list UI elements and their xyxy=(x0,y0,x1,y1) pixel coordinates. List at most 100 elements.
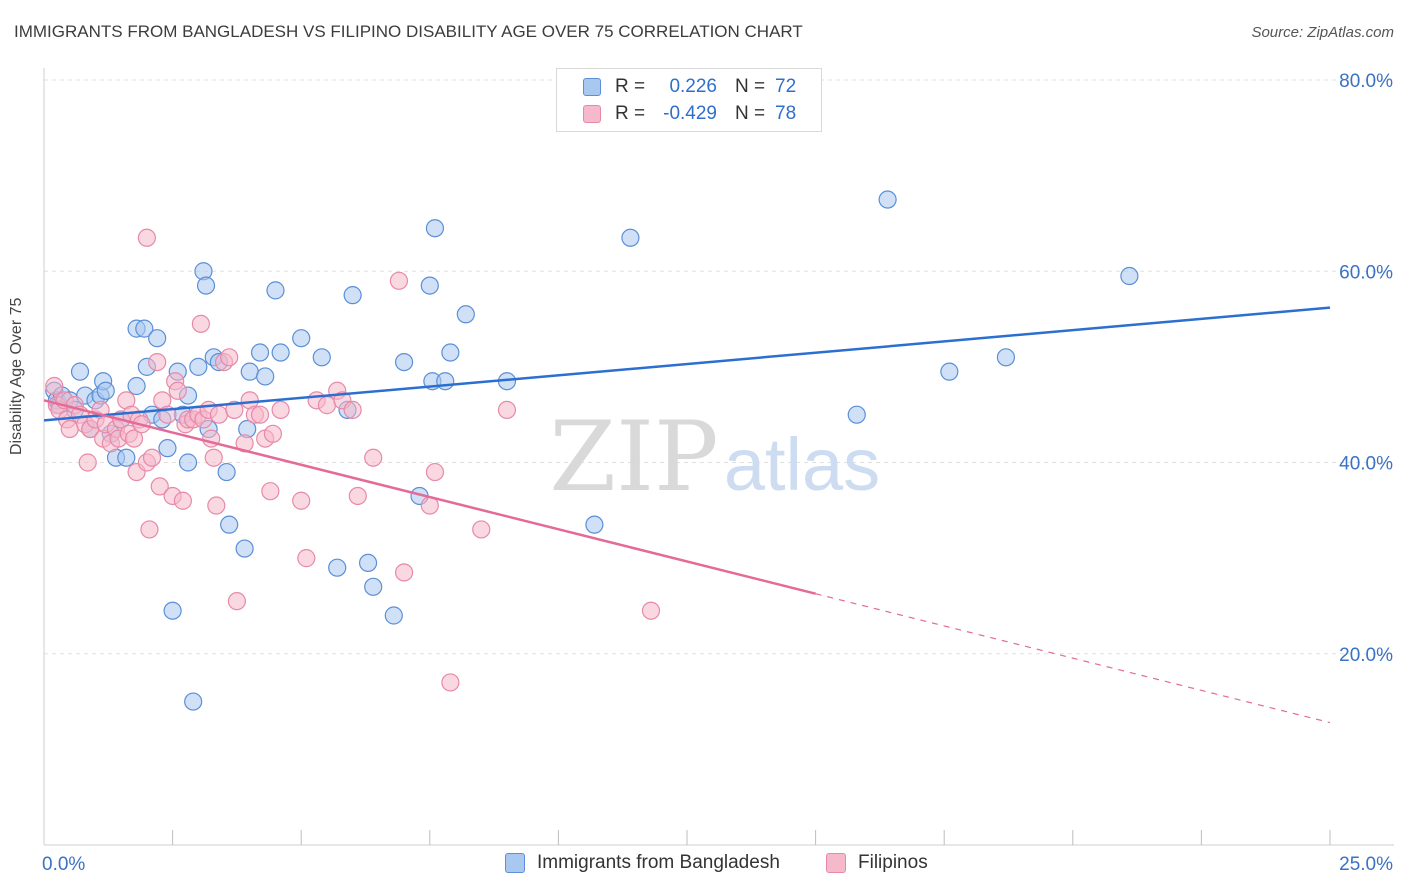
data-point xyxy=(343,286,362,305)
legend-swatch-filipinos xyxy=(583,105,601,123)
data-point xyxy=(996,348,1016,367)
legend-r-value: 0.226 xyxy=(669,76,717,97)
data-point xyxy=(235,539,254,558)
y-tick-label: 80.0% xyxy=(1339,71,1393,92)
trend-line-extrapolated xyxy=(815,593,1331,724)
legend-item-bangladesh[interactable]: Immigrants from Bangladesh xyxy=(505,852,780,874)
data-point xyxy=(343,400,362,420)
data-point xyxy=(940,362,959,381)
data-point xyxy=(425,219,445,238)
data-point xyxy=(271,343,290,362)
data-point xyxy=(641,601,661,620)
data-point xyxy=(250,343,270,362)
y-tick-label: 40.0% xyxy=(1339,454,1393,475)
legend-n-label: N = xyxy=(735,103,766,124)
y-tick-label: 60.0% xyxy=(1339,262,1393,283)
data-point xyxy=(150,477,169,496)
data-point xyxy=(425,462,445,482)
data-point xyxy=(497,400,517,420)
data-point xyxy=(878,190,897,209)
data-point xyxy=(261,482,280,501)
legend-swatch-bangladesh xyxy=(505,853,525,873)
data-point xyxy=(127,376,146,396)
data-point xyxy=(441,673,460,692)
data-point xyxy=(394,563,414,582)
data-point xyxy=(70,362,90,381)
data-point xyxy=(163,601,182,620)
data-point xyxy=(263,424,283,443)
data-point xyxy=(364,448,383,467)
legend-r-label: R = xyxy=(615,76,646,97)
legend-row-filipinos: R = -0.429 N = 78 xyxy=(583,102,796,126)
data-point xyxy=(184,692,203,711)
data-point xyxy=(394,352,414,372)
tick-labels: 80.0% 60.0% 40.0% 20.0% 0.0% 25.0% xyxy=(42,71,1393,875)
watermark-zip: ZIP xyxy=(549,401,718,513)
data-point xyxy=(225,400,244,420)
data-point xyxy=(227,592,246,611)
data-point xyxy=(266,281,285,300)
data-point xyxy=(250,405,270,424)
data-point xyxy=(317,396,337,415)
data-point xyxy=(389,271,409,290)
y-tick-label: 20.0% xyxy=(1339,645,1393,666)
data-point xyxy=(137,228,156,247)
data-point xyxy=(191,314,210,333)
data-point xyxy=(45,376,64,396)
data-point xyxy=(292,329,311,348)
data-point xyxy=(140,520,159,539)
data-point xyxy=(292,491,311,510)
legend-n-value: 72 xyxy=(775,76,797,97)
trend-line xyxy=(43,306,1331,422)
data-point xyxy=(60,419,79,439)
source-label: Source: ZipAtlas.com xyxy=(1251,24,1394,41)
trend-line xyxy=(43,399,816,595)
data-point xyxy=(436,372,455,391)
data-point xyxy=(207,496,226,515)
data-point xyxy=(96,381,115,400)
y-axis-label-text: Disability Age Over 75 xyxy=(8,297,25,455)
data-point xyxy=(1120,266,1139,286)
data-point xyxy=(148,352,167,372)
data-point xyxy=(78,453,97,472)
correlation-legend: R = 0.226 N = 72 R = -0.429 N = 78 xyxy=(556,68,822,132)
data-point xyxy=(348,486,367,506)
data-point xyxy=(420,276,439,295)
data-point xyxy=(158,439,177,458)
axes-layer xyxy=(43,68,1394,846)
data-point xyxy=(240,362,259,381)
data-point xyxy=(621,228,640,247)
data-point xyxy=(209,405,228,424)
data-point xyxy=(117,448,136,467)
data-point xyxy=(472,520,491,539)
data-point xyxy=(297,549,316,568)
data-point xyxy=(204,448,223,467)
legend-r-value: -0.429 xyxy=(663,103,717,124)
data-point xyxy=(585,515,604,534)
watermark: ZIP atlas xyxy=(549,401,880,513)
data-point xyxy=(456,305,475,324)
chart-title: IMMIGRANTS FROM BANGLADESH VS FILIPINO D… xyxy=(14,22,803,41)
data-point xyxy=(358,553,378,573)
legend-r-label: R = xyxy=(615,103,646,124)
data-point xyxy=(142,448,162,467)
data-point xyxy=(220,515,239,534)
legend-item-filipinos[interactable]: Filipinos xyxy=(826,852,928,874)
legend-label-filipinos: Filipinos xyxy=(858,852,928,873)
data-point xyxy=(271,400,290,420)
data-point xyxy=(124,429,144,448)
data-point xyxy=(189,357,208,376)
data-point xyxy=(196,276,216,295)
data-point xyxy=(148,329,167,348)
watermark-atlas: atlas xyxy=(724,423,880,506)
data-point xyxy=(173,491,192,510)
x-tick-label: 25.0% xyxy=(1339,854,1393,875)
data-point xyxy=(256,367,275,386)
legend-n-label: N = xyxy=(735,76,766,97)
legend-swatch-filipinos xyxy=(826,853,846,873)
data-point xyxy=(135,319,154,338)
data-point xyxy=(328,558,347,577)
trend-lines xyxy=(43,306,1331,724)
data-point xyxy=(178,453,198,472)
